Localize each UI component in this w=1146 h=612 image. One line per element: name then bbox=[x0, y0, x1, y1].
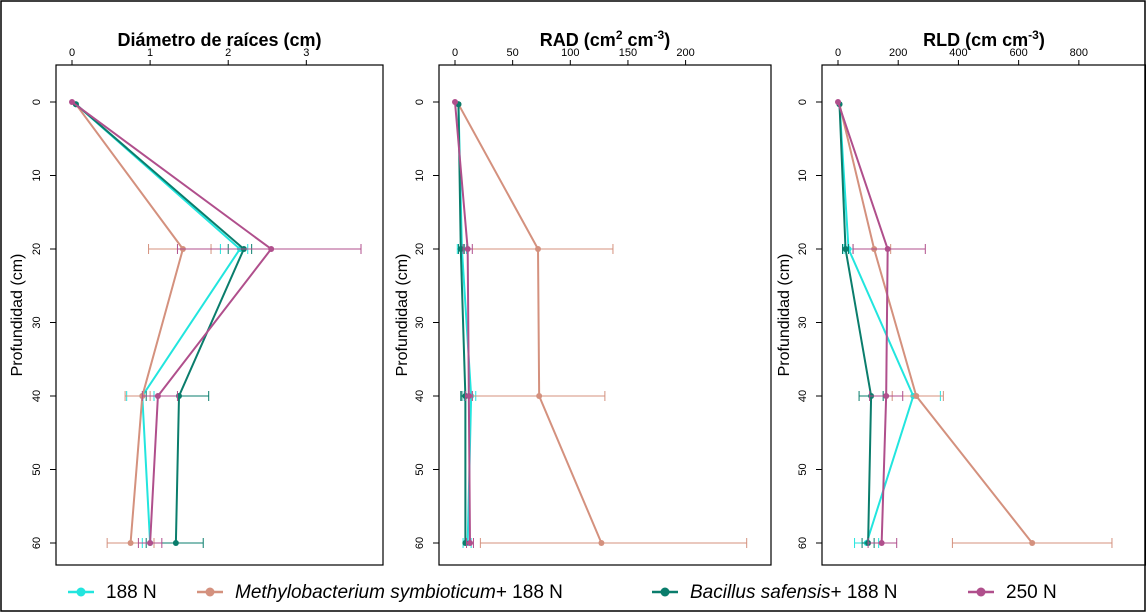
x-tick-label: 400 bbox=[949, 47, 967, 59]
x-tick-label: 100 bbox=[561, 47, 579, 59]
panel-title-part: -3 bbox=[654, 28, 665, 42]
data-point bbox=[879, 540, 885, 546]
x-tick-label: 2 bbox=[225, 47, 231, 59]
y-tick-label: 0 bbox=[797, 99, 809, 105]
data-point bbox=[536, 393, 542, 399]
data-point bbox=[835, 99, 841, 105]
x-tick-label: 600 bbox=[1009, 47, 1027, 59]
data-point bbox=[465, 246, 471, 252]
legend-label: 188 N bbox=[106, 582, 157, 603]
y-tick-label: 10 bbox=[31, 169, 43, 181]
data-point bbox=[173, 540, 179, 546]
data-point bbox=[598, 540, 604, 546]
data-point bbox=[883, 393, 889, 399]
y-axis-label: Profundidad (cm) bbox=[394, 254, 411, 377]
data-point bbox=[913, 393, 919, 399]
x-tick-label: 0 bbox=[69, 47, 75, 59]
data-point bbox=[467, 540, 473, 546]
legend-label-text: + 188 N bbox=[830, 582, 897, 603]
y-tick-label: 50 bbox=[31, 463, 43, 475]
x-tick-label: 1 bbox=[147, 47, 153, 59]
y-tick-label: 30 bbox=[31, 316, 43, 328]
panel-title-part: ) bbox=[664, 30, 670, 50]
legend-marker bbox=[977, 588, 986, 597]
data-point bbox=[885, 246, 891, 252]
y-tick-label: 60 bbox=[797, 537, 809, 549]
y-tick-label: 40 bbox=[797, 390, 809, 402]
legend-label-text: 188 N bbox=[106, 582, 157, 603]
panel-title-part: -3 bbox=[1028, 28, 1039, 42]
data-point bbox=[843, 246, 849, 252]
x-tick-label: 150 bbox=[619, 47, 637, 59]
y-tick-label: 40 bbox=[414, 390, 426, 402]
data-point bbox=[452, 99, 458, 105]
y-tick-label: 60 bbox=[31, 537, 43, 549]
y-tick-label: 50 bbox=[797, 463, 809, 475]
y-tick-label: 20 bbox=[414, 243, 426, 255]
x-tick-label: 200 bbox=[889, 47, 907, 59]
data-point bbox=[147, 540, 153, 546]
legend-label: 250 N bbox=[1006, 582, 1057, 603]
x-tick-label: 200 bbox=[676, 47, 694, 59]
x-tick-label: 50 bbox=[507, 47, 519, 59]
legend-label: Methylobacterium symbioticum+ 188 N bbox=[235, 582, 563, 603]
x-tick-label: 3 bbox=[303, 47, 309, 59]
y-axis-label: Profundidad (cm) bbox=[776, 254, 793, 377]
panel-title: RAD (cm2 cm-3) bbox=[540, 28, 670, 50]
legend-marker bbox=[77, 588, 86, 597]
data-point bbox=[69, 99, 75, 105]
legend-marker bbox=[661, 588, 670, 597]
data-point bbox=[268, 246, 274, 252]
x-tick-label: 800 bbox=[1070, 47, 1088, 59]
y-tick-label: 20 bbox=[31, 243, 43, 255]
panel-title-part: ) bbox=[1039, 30, 1045, 50]
y-tick-label: 10 bbox=[797, 169, 809, 181]
legend-label-text: + 188 N bbox=[496, 582, 563, 603]
data-point bbox=[1029, 540, 1035, 546]
legend-item-meth: Methylobacterium symbioticum+ 188 N bbox=[197, 582, 563, 603]
x-tick-label: 0 bbox=[452, 47, 458, 59]
legend-label-italic: Methylobacterium symbioticum bbox=[235, 582, 496, 603]
y-tick-label: 0 bbox=[414, 99, 426, 105]
legend-label: Bacillus safensis+ 188 N bbox=[690, 582, 898, 603]
x-tick-label: 0 bbox=[835, 47, 841, 59]
y-axis-label: Profundidad (cm) bbox=[9, 254, 26, 377]
y-tick-label: 40 bbox=[31, 390, 43, 402]
legend-marker bbox=[206, 588, 215, 597]
data-point bbox=[466, 393, 472, 399]
y-tick-label: 30 bbox=[414, 316, 426, 328]
legend-label-italic: Bacillus safensis bbox=[690, 582, 831, 603]
data-point bbox=[128, 540, 134, 546]
y-tick-label: 10 bbox=[414, 169, 426, 181]
data-point bbox=[155, 393, 161, 399]
y-tick-label: 0 bbox=[31, 99, 43, 105]
legend-label-text: 250 N bbox=[1006, 582, 1057, 603]
data-point bbox=[535, 246, 541, 252]
y-tick-label: 30 bbox=[797, 316, 809, 328]
y-tick-label: 60 bbox=[414, 537, 426, 549]
y-tick-label: 20 bbox=[797, 243, 809, 255]
y-tick-label: 50 bbox=[414, 463, 426, 475]
